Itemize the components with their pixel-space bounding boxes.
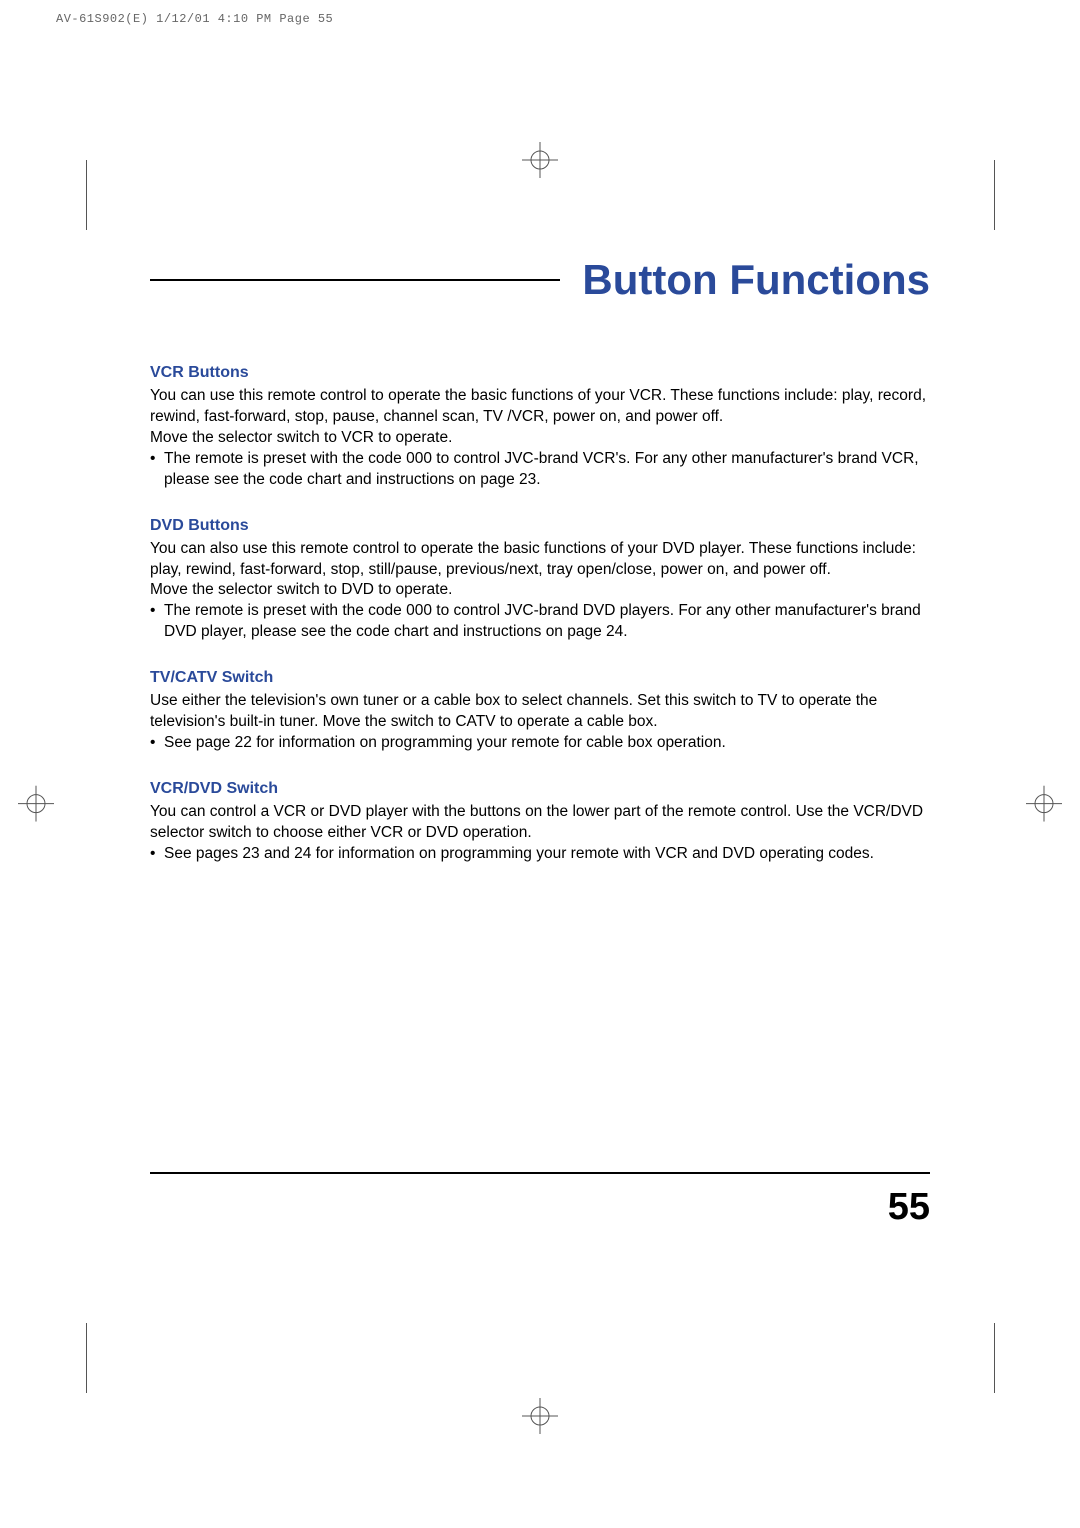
page-content: Button Functions VCR Buttons You can use … [150,256,930,891]
bullet-glyph-icon: • [150,844,164,865]
section-heading: VCR Buttons [150,364,930,382]
bullet-text: See pages 23 and 24 for information on p… [164,844,930,865]
section-bullet: •See page 22 for information on programm… [150,733,930,754]
section: TV/CATV Switch Use either the television'… [150,669,930,754]
registration-mark-bottom-icon [522,1398,558,1434]
section-paragraph: Use either the television's own tuner or… [150,691,930,733]
section-heading: VCR/DVD Switch [150,780,930,798]
section-heading: TV/CATV Switch [150,669,930,687]
crop-mark-top-right [980,160,1008,230]
page-number: 55 [888,1186,930,1229]
print-header-info: AV-61S902(E) 1/12/01 4:10 PM Page 55 [56,12,333,26]
page-title: Button Functions [582,256,930,304]
bullet-text: The remote is preset with the code 000 t… [164,601,930,643]
section-paragraph: You can control a VCR or DVD player with… [150,802,930,844]
section-paragraph: You can also use this remote control to … [150,539,930,581]
bullet-glyph-icon: • [150,733,164,754]
footer-rule [150,1172,930,1174]
section-bullet: •The remote is preset with the code 000 … [150,601,930,643]
registration-mark-right-icon [1026,786,1062,822]
title-rule [150,279,560,281]
section-heading: DVD Buttons [150,517,930,535]
section: VCR/DVD Switch You can control a VCR or D… [150,780,930,865]
section-paragraph: Move the selector switch to VCR to opera… [150,428,930,449]
bullet-text: See page 22 for information on programmi… [164,733,930,754]
section: DVD Buttons You can also use this remote … [150,517,930,644]
crop-mark-bottom-left [72,1323,100,1393]
section-bullet: •See pages 23 and 24 for information on … [150,844,930,865]
crop-mark-top-left [72,160,100,230]
sections-container: VCR Buttons You can use this remote contr… [150,364,930,865]
registration-mark-top-icon [522,142,558,178]
registration-mark-left-icon [18,786,54,822]
title-row: Button Functions [150,256,930,304]
section-paragraph: You can use this remote control to opera… [150,386,930,428]
section-paragraph: Move the selector switch to DVD to opera… [150,580,930,601]
bullet-text: The remote is preset with the code 000 t… [164,449,930,491]
section: VCR Buttons You can use this remote contr… [150,364,930,491]
section-bullet: •The remote is preset with the code 000 … [150,449,930,491]
bullet-glyph-icon: • [150,601,164,643]
bullet-glyph-icon: • [150,449,164,491]
crop-mark-bottom-right [980,1323,1008,1393]
